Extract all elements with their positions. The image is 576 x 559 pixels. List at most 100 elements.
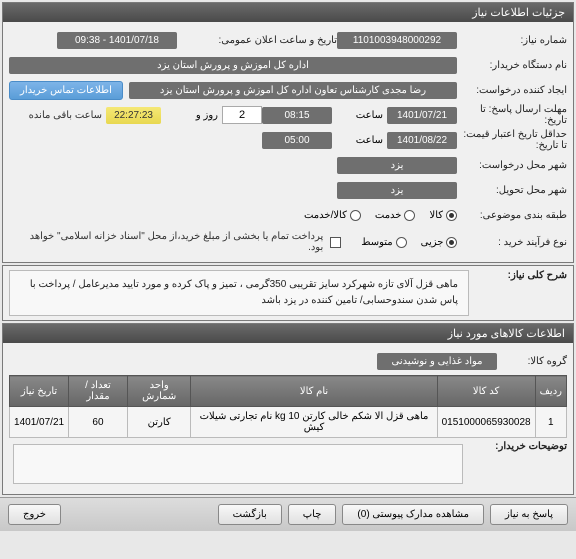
row-buyer: نام دستگاه خریدار: اداره کل اموزش و پرور… xyxy=(9,54,567,76)
row-valid: حداقل تاریخ اعتبار قیمت: تا تاریخ: 1401/… xyxy=(9,129,567,151)
radio-dot-icon xyxy=(350,210,361,221)
req-city-value: یزد xyxy=(337,157,457,174)
row-process: نوع فرآیند خرید : جزیی متوسط پرداخت تمام… xyxy=(9,229,567,255)
radio-goods[interactable]: کالا xyxy=(429,210,457,221)
radio-service[interactable]: خدمت xyxy=(375,210,416,221)
table-cell: 0151000065930028 xyxy=(437,407,535,438)
group-label: گروه کالا: xyxy=(497,356,567,367)
buyer-label: نام دستگاه خریدار: xyxy=(457,60,567,71)
radio-dot-icon xyxy=(446,210,457,221)
table-header-row: ردیفکد کالانام کالاواحد شمارشتعداد / مقد… xyxy=(10,376,567,407)
row-category: طبقه بندی موضوعی: کالا خدمت کالا/خدمت xyxy=(9,204,567,226)
process-label: نوع فرآیند خرید : xyxy=(457,237,567,248)
items-table: ردیفکد کالانام کالاواحد شمارشتعداد / مقد… xyxy=(9,375,567,438)
deadline-date: 1401/07/21 xyxy=(387,107,457,124)
table-cell: 1 xyxy=(535,407,566,438)
radio-medium[interactable]: متوسط xyxy=(361,237,406,248)
public-datetime-label: تاریخ و ساعت اعلان عمومی: xyxy=(177,35,337,46)
opt-gs-label: کالا/خدمت xyxy=(304,210,347,221)
creator-label: ایجاد کننده درخواست: xyxy=(457,85,567,96)
category-label: طبقه بندی موضوعی: xyxy=(457,210,567,221)
valid-label: حداقل تاریخ اعتبار قیمت: تا تاریخ: xyxy=(457,129,567,151)
row-group: گروه کالا: مواد غذایی و نوشیدنی xyxy=(9,350,567,372)
buyer-notes-box xyxy=(13,444,463,484)
table-col-header: واحد شمارش xyxy=(127,376,191,407)
print-label: چاپ xyxy=(303,509,322,520)
row-del-city: شهر محل تحویل: یزد xyxy=(9,179,567,201)
payment-note: پرداخت تمام یا بخشی از مبلغ خرید،از محل … xyxy=(9,229,327,255)
row-buyer-notes: توضیحات خریدار: xyxy=(9,441,567,487)
opt-partial-label: جزیی xyxy=(421,237,444,248)
form-area: شماره نیاز: 1101003948000292 تاریخ و ساع… xyxy=(3,22,573,262)
buyer-notes-label: توضیحات خریدار: xyxy=(467,441,567,452)
deadline-time: 08:15 xyxy=(262,107,332,124)
deadline-label: مهلت ارسال پاسخ: تا تاریخ: xyxy=(457,104,567,126)
attach-label: مشاهده مدارک پیوستی (0) xyxy=(357,509,469,520)
need-no-value: 1101003948000292 xyxy=(337,32,457,49)
main-panel: جزئیات اطلاعات نیاز شماره نیاز: 11010039… xyxy=(2,2,574,263)
items-title: اطلاعات کالاهای مورد نیاز xyxy=(448,328,565,340)
table-col-header: تاریخ نیاز xyxy=(10,376,69,407)
req-city-label: شهر محل درخواست: xyxy=(457,160,567,171)
remain-suffix: ساعت باقی مانده xyxy=(25,108,106,123)
items-form: گروه کالا: مواد غذایی و نوشیدنی ردیفکد ک… xyxy=(3,343,573,494)
print-button[interactable]: چاپ xyxy=(288,504,337,525)
opt-medium-label: متوسط xyxy=(361,237,392,248)
panel-header: جزئیات اطلاعات نیاز xyxy=(3,3,573,22)
time-label-2: ساعت xyxy=(332,135,387,146)
footer-bar: پاسخ به نیاز مشاهده مدارک پیوستی (0) چاپ… xyxy=(0,497,576,531)
table-cell: 1401/07/21 xyxy=(10,407,69,438)
table-col-header: کد کالا xyxy=(437,376,535,407)
reply-button[interactable]: پاسخ به نیاز xyxy=(490,504,568,525)
table-cell: ماهی قزل الا شکم خالی کارتن 10 kg نام تج… xyxy=(191,407,437,438)
opt-goods-label: کالا xyxy=(429,210,443,221)
back-label: بازگشت xyxy=(233,509,267,520)
summary-text: ماهی قزل آلای تازه شهرکرد سایز تقریبی 35… xyxy=(9,270,469,316)
radio-dot-icon xyxy=(446,237,457,248)
items-header: اطلاعات کالاهای مورد نیاز xyxy=(3,324,573,343)
contact-button[interactable]: اطلاعات تماس خریدار xyxy=(9,81,123,100)
row-deadline: مهلت ارسال پاسخ: تا تاریخ: 1401/07/21 سا… xyxy=(9,104,567,126)
exit-label: خروج xyxy=(23,509,46,520)
exit-button[interactable]: خروج xyxy=(8,504,61,525)
attachments-button[interactable]: مشاهده مدارک پیوستی (0) xyxy=(342,504,484,525)
radio-dot-icon xyxy=(396,237,407,248)
table-cell: 60 xyxy=(69,407,128,438)
summary-panel: شرح کلی نیاز: ماهی قزل آلای تازه شهرکرد … xyxy=(2,265,574,321)
row-req-city: شهر محل درخواست: یزد xyxy=(9,154,567,176)
group-value: مواد غذایی و نوشیدنی xyxy=(377,353,497,370)
table-col-header: تعداد / مقدار xyxy=(69,376,128,407)
table-col-header: نام کالا xyxy=(191,376,437,407)
need-no-label: شماره نیاز: xyxy=(457,35,567,46)
time-label-1: ساعت xyxy=(332,110,387,121)
del-city-value: یزد xyxy=(337,182,457,199)
remain-time: 22:27:23 xyxy=(106,107,161,124)
public-datetime-value: 1401/07/18 - 09:38 xyxy=(57,32,177,49)
days-value: 2 xyxy=(222,106,262,124)
category-radios: کالا خدمت کالا/خدمت xyxy=(304,210,457,221)
table-body: 10151000065930028ماهی قزل الا شکم خالی ک… xyxy=(10,407,567,438)
table-col-header: ردیف xyxy=(535,376,566,407)
radio-goods-service[interactable]: کالا/خدمت xyxy=(304,210,361,221)
opt-service-label: خدمت xyxy=(375,210,402,221)
radio-partial[interactable]: جزیی xyxy=(421,237,458,248)
items-panel: اطلاعات کالاهای مورد نیاز گروه کالا: موا… xyxy=(2,323,574,495)
del-city-label: شهر محل تحویل: xyxy=(457,185,567,196)
reply-label: پاسخ به نیاز xyxy=(505,509,553,520)
buyer-value: اداره کل اموزش و پرورش استان یزد xyxy=(9,57,457,74)
summary-label: شرح کلی نیاز: xyxy=(477,270,567,281)
process-radios: جزیی متوسط xyxy=(361,237,457,248)
radio-dot-icon xyxy=(404,210,415,221)
valid-time: 05:00 xyxy=(262,132,332,149)
back-button[interactable]: بازگشت xyxy=(218,504,282,525)
row-need-no: شماره نیاز: 1101003948000292 تاریخ و ساع… xyxy=(9,29,567,51)
creator-value: رضا مجدی کارشناس تعاون اداره کل اموزش و … xyxy=(129,82,457,99)
table-row[interactable]: 10151000065930028ماهی قزل الا شکم خالی ک… xyxy=(10,407,567,438)
row-creator: ایجاد کننده درخواست: رضا مجدی کارشناس تع… xyxy=(9,79,567,101)
days-label: روز و xyxy=(167,110,222,121)
payment-check[interactable]: پرداخت تمام یا بخشی از مبلغ خرید،از محل … xyxy=(9,229,341,255)
panel-title: جزئیات اطلاعات نیاز xyxy=(472,7,565,19)
table-cell: کارتن xyxy=(127,407,191,438)
valid-date: 1401/08/22 xyxy=(387,132,457,149)
checkbox-icon xyxy=(330,237,341,248)
